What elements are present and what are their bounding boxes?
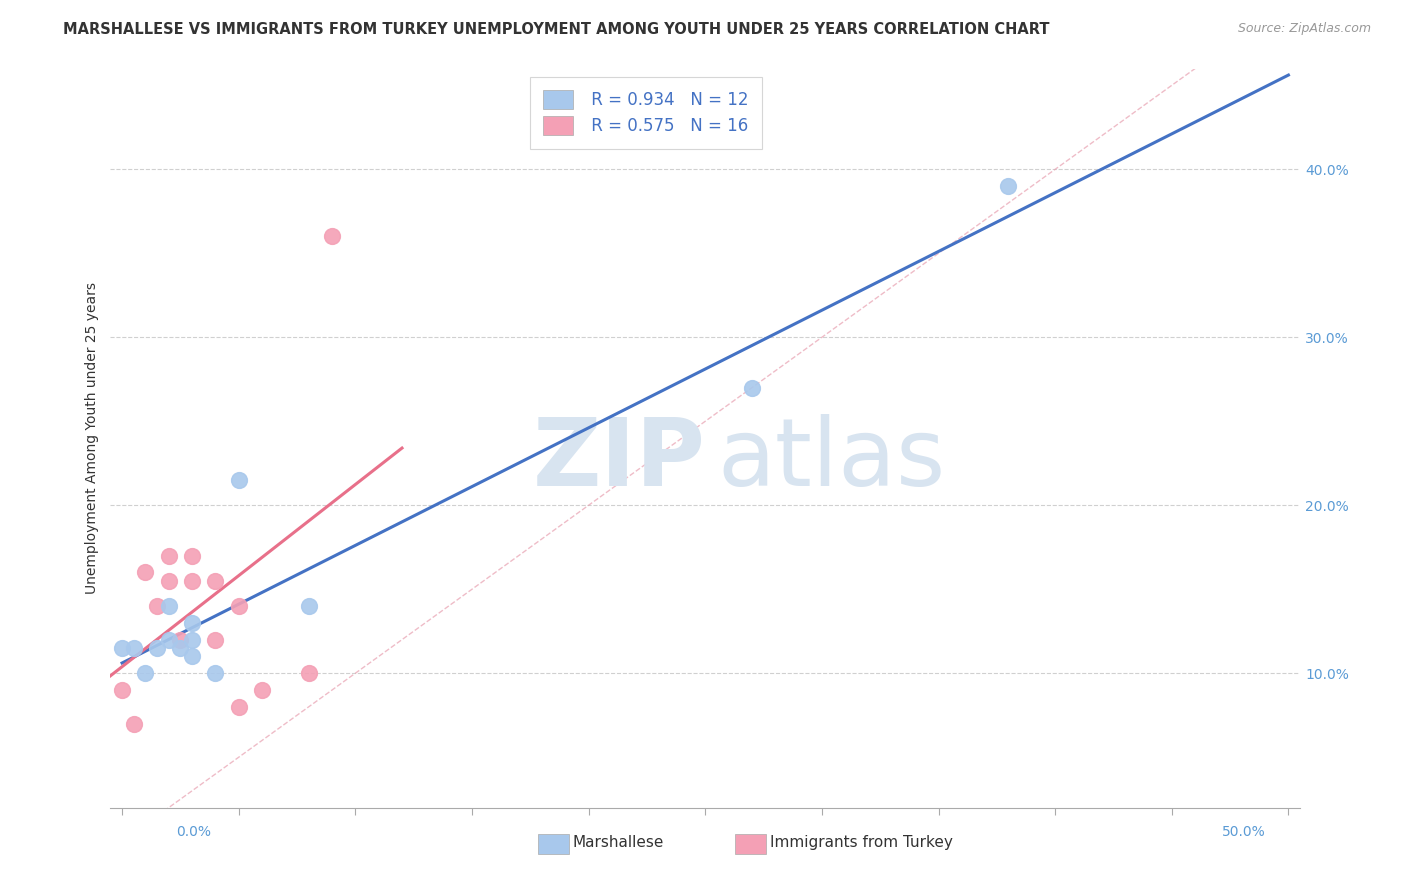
Point: [250, 683, 273, 698]
Text: 0.0%: 0.0%: [176, 825, 211, 839]
Legend:  R = 0.934   N = 12,  R = 0.575   N = 16: R = 0.934 N = 12, R = 0.575 N = 16: [530, 77, 762, 149]
Point: [122, 641, 145, 656]
Point: [146, 641, 169, 656]
Point: [181, 574, 204, 588]
Point: [157, 599, 180, 613]
Point: [157, 632, 180, 647]
Y-axis label: Unemployment Among Youth under 25 years: Unemployment Among Youth under 25 years: [86, 282, 100, 594]
Point: [204, 666, 226, 681]
Point: [134, 566, 156, 580]
Text: Immigrants from Turkey: Immigrants from Turkey: [770, 836, 953, 850]
Point: [298, 599, 321, 613]
Point: [228, 473, 250, 487]
Point: [169, 641, 191, 656]
Point: [204, 632, 226, 647]
Point: [181, 615, 204, 630]
Text: Source: ZipAtlas.com: Source: ZipAtlas.com: [1237, 22, 1371, 36]
Point: [321, 229, 343, 244]
Text: ZIP: ZIP: [533, 414, 706, 507]
Text: MARSHALLESE VS IMMIGRANTS FROM TURKEY UNEMPLOYMENT AMONG YOUTH UNDER 25 YEARS CO: MARSHALLESE VS IMMIGRANTS FROM TURKEY UN…: [63, 22, 1050, 37]
Point: [997, 179, 1019, 194]
Text: Marshallese: Marshallese: [574, 836, 664, 850]
Text: atlas: atlas: [717, 414, 945, 507]
Point: [122, 716, 145, 731]
Point: [111, 641, 134, 656]
Point: [157, 574, 180, 588]
Point: [204, 574, 226, 588]
Point: [146, 599, 169, 613]
Point: [298, 666, 321, 681]
Point: [741, 381, 763, 395]
Point: [134, 666, 156, 681]
Point: [157, 549, 180, 563]
Point: [181, 649, 204, 664]
Text: 50.0%: 50.0%: [1222, 825, 1265, 839]
Point: [181, 632, 204, 647]
Point: [169, 632, 191, 647]
Point: [228, 599, 250, 613]
Point: [181, 549, 204, 563]
Point: [111, 683, 134, 698]
Point: [228, 699, 250, 714]
